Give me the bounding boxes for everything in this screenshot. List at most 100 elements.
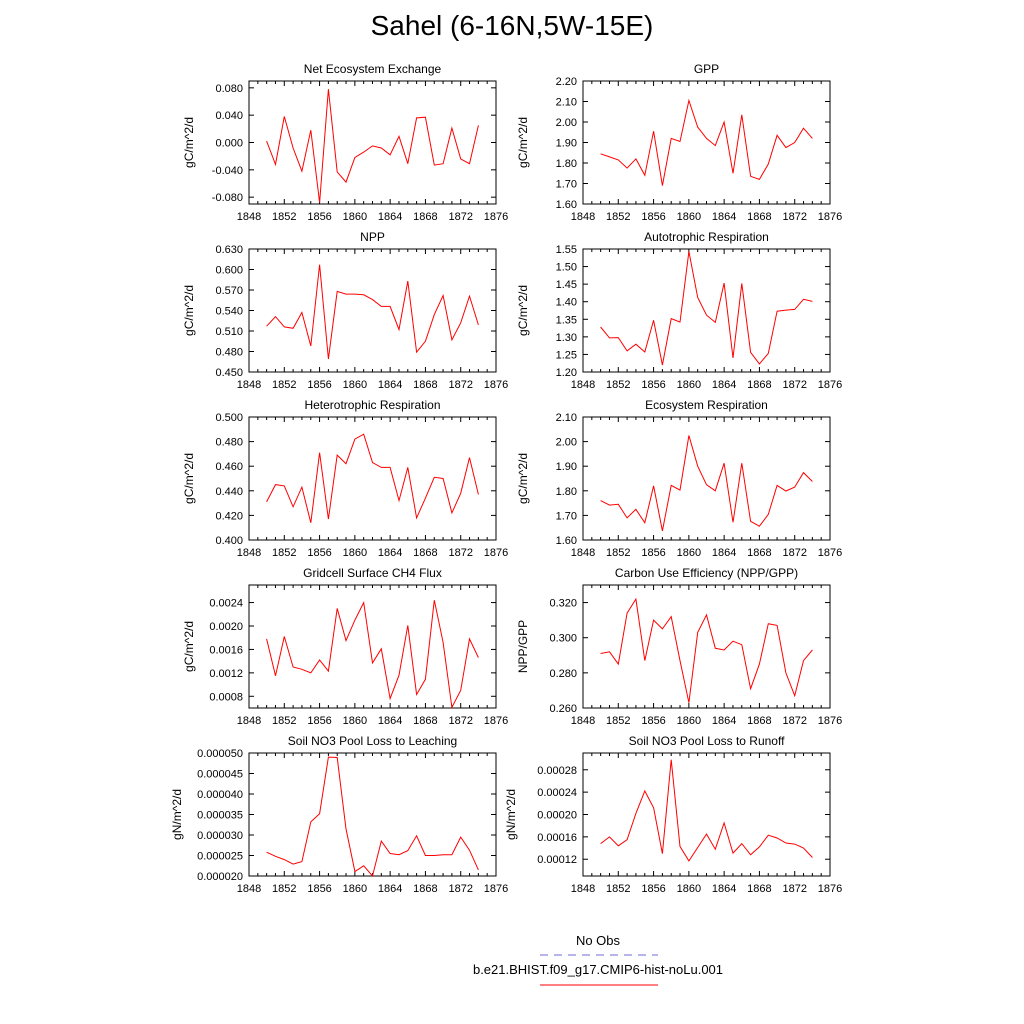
- panel-title: Soil NO3 Pool Loss to Leaching: [288, 734, 457, 748]
- y-tick-label: 1.25: [556, 349, 577, 361]
- x-tick-label: 1864: [378, 211, 402, 223]
- x-tick-label: 1872: [448, 883, 472, 895]
- y-tick-label: 1.80: [556, 486, 577, 498]
- x-tick-label: 1860: [677, 883, 701, 895]
- y-tick-label: 0.000: [215, 138, 243, 150]
- y-tick-label: 0.500: [215, 412, 243, 424]
- y-axis-label: gC/m^2/d: [182, 285, 196, 336]
- panel-frame: [248, 80, 497, 205]
- x-tick-label: 1876: [818, 379, 842, 391]
- series-line: [266, 89, 479, 203]
- x-tick-label: 1856: [307, 211, 331, 223]
- x-tick-label: 1848: [237, 379, 261, 391]
- x-tick-label: 1852: [606, 547, 630, 559]
- y-tick-label: 0.0012: [209, 668, 243, 680]
- y-tick-label: 1.40: [556, 297, 577, 309]
- x-tick-label: 1856: [641, 211, 665, 223]
- series-line: [600, 98, 813, 186]
- x-tick-label: 1852: [606, 883, 630, 895]
- y-tick-label: 0.0008: [209, 691, 243, 703]
- x-tick-label: 1852: [272, 379, 296, 391]
- y-tick-label: 0.000020: [197, 871, 243, 883]
- y-tick-label: 0.300: [549, 633, 577, 645]
- x-tick-label: 1848: [571, 379, 595, 391]
- y-tick-label: 0.000025: [197, 851, 243, 863]
- panel-title: Ecosystem Respiration: [645, 398, 768, 412]
- x-tick-label: 1848: [237, 883, 261, 895]
- x-tick-label: 1864: [378, 547, 402, 559]
- y-axis-label: gN/m^2/d: [504, 789, 518, 840]
- y-tick-label: -0.080: [212, 192, 243, 204]
- x-tick-label: 1856: [307, 883, 331, 895]
- x-tick-label: 1848: [237, 211, 261, 223]
- x-tick-label: 1860: [343, 379, 367, 391]
- x-tick-label: 1864: [712, 211, 736, 223]
- series-line: [266, 264, 479, 360]
- y-tick-label: 0.260: [549, 703, 577, 715]
- y-tick-label: 0.480: [215, 437, 243, 449]
- y-tick-label: 1.50: [556, 262, 577, 274]
- y-tick-label: 0.000050: [197, 748, 243, 760]
- y-tick-label: 0.00012: [537, 854, 577, 866]
- y-tick-label: 0.600: [215, 265, 243, 277]
- x-tick-label: 1848: [237, 715, 261, 727]
- y-tick-label: 0.570: [215, 285, 243, 297]
- x-tick-label: 1864: [712, 715, 736, 727]
- series-line: [266, 433, 479, 523]
- panel-title: Autotrophic Respiration: [644, 230, 769, 244]
- x-tick-label: 1848: [571, 715, 595, 727]
- x-tick-label: 1876: [818, 211, 842, 223]
- y-tick-label: 0.630: [215, 244, 243, 256]
- y-tick-label: 0.480: [215, 347, 243, 359]
- x-tick-label: 1868: [747, 715, 771, 727]
- series-line: [266, 756, 479, 878]
- page-title: Sahel (6-16N,5W-15E): [370, 10, 654, 41]
- x-tick-label: 1872: [782, 715, 806, 727]
- panel-title: Soil NO3 Pool Loss to Runoff: [629, 734, 786, 748]
- panel-1: Net Ecosystem Exchange gC/m^2/d 1848 1852 18…: [182, 62, 508, 223]
- x-tick-label: 1848: [571, 211, 595, 223]
- x-tick-label: 1876: [818, 883, 842, 895]
- x-tick-label: 1872: [782, 547, 806, 559]
- x-tick-label: 1860: [677, 379, 701, 391]
- legend-label-obs: No Obs: [575, 933, 621, 948]
- y-tick-label: 0.000040: [197, 789, 243, 801]
- x-tick-label: 1872: [448, 547, 472, 559]
- x-tick-label: 1860: [677, 211, 701, 223]
- x-tick-label: 1852: [606, 715, 630, 727]
- panel-7: Gridcell Surface CH4 Flux gC/m^2/d 1848 185…: [182, 566, 508, 727]
- legend-label-case: b.e21.BHIST.f09_g17.CMIP6-hist-noLu.001: [472, 962, 724, 977]
- x-tick-label: 1868: [413, 547, 437, 559]
- x-tick-label: 1876: [484, 883, 508, 895]
- x-tick-label: 1864: [712, 379, 736, 391]
- x-tick-label: 1848: [237, 547, 261, 559]
- y-axis-label: gC/m^2/d: [182, 117, 196, 168]
- x-tick-label: 1864: [378, 379, 402, 391]
- y-tick-label: 0.00028: [537, 765, 577, 777]
- panel-5: Heterotrophic Respiration gC/m^2/d 1848 185…: [182, 398, 508, 559]
- y-axis-label: gC/m^2/d: [182, 453, 196, 504]
- x-tick-label: 1872: [782, 883, 806, 895]
- y-tick-label: 0.0016: [209, 644, 243, 656]
- x-tick-label: 1860: [677, 547, 701, 559]
- x-tick-label: 1860: [343, 211, 367, 223]
- x-tick-label: 1860: [343, 547, 367, 559]
- panel-frame: [582, 80, 831, 205]
- x-tick-label: 1856: [307, 715, 331, 727]
- y-tick-label: 2.10: [556, 412, 577, 424]
- y-tick-label: 0.00020: [537, 810, 577, 822]
- x-tick-label: 1856: [307, 547, 331, 559]
- x-tick-label: 1876: [484, 379, 508, 391]
- panel-frame: [248, 752, 497, 877]
- y-tick-label: 0.00024: [537, 787, 577, 799]
- y-tick-label: 0.080: [215, 83, 243, 95]
- y-tick-label: 0.0020: [209, 621, 243, 633]
- y-tick-label: 0.510: [215, 326, 243, 338]
- y-tick-label: 1.60: [556, 199, 577, 211]
- panel-title: Net Ecosystem Exchange: [304, 62, 442, 76]
- y-axis-label: NPP/GPP: [516, 620, 530, 673]
- y-tick-label: 0.000035: [197, 810, 243, 822]
- y-tick-label: 0.460: [215, 461, 243, 473]
- x-tick-label: 1860: [677, 715, 701, 727]
- y-tick-label: 2.00: [556, 117, 577, 129]
